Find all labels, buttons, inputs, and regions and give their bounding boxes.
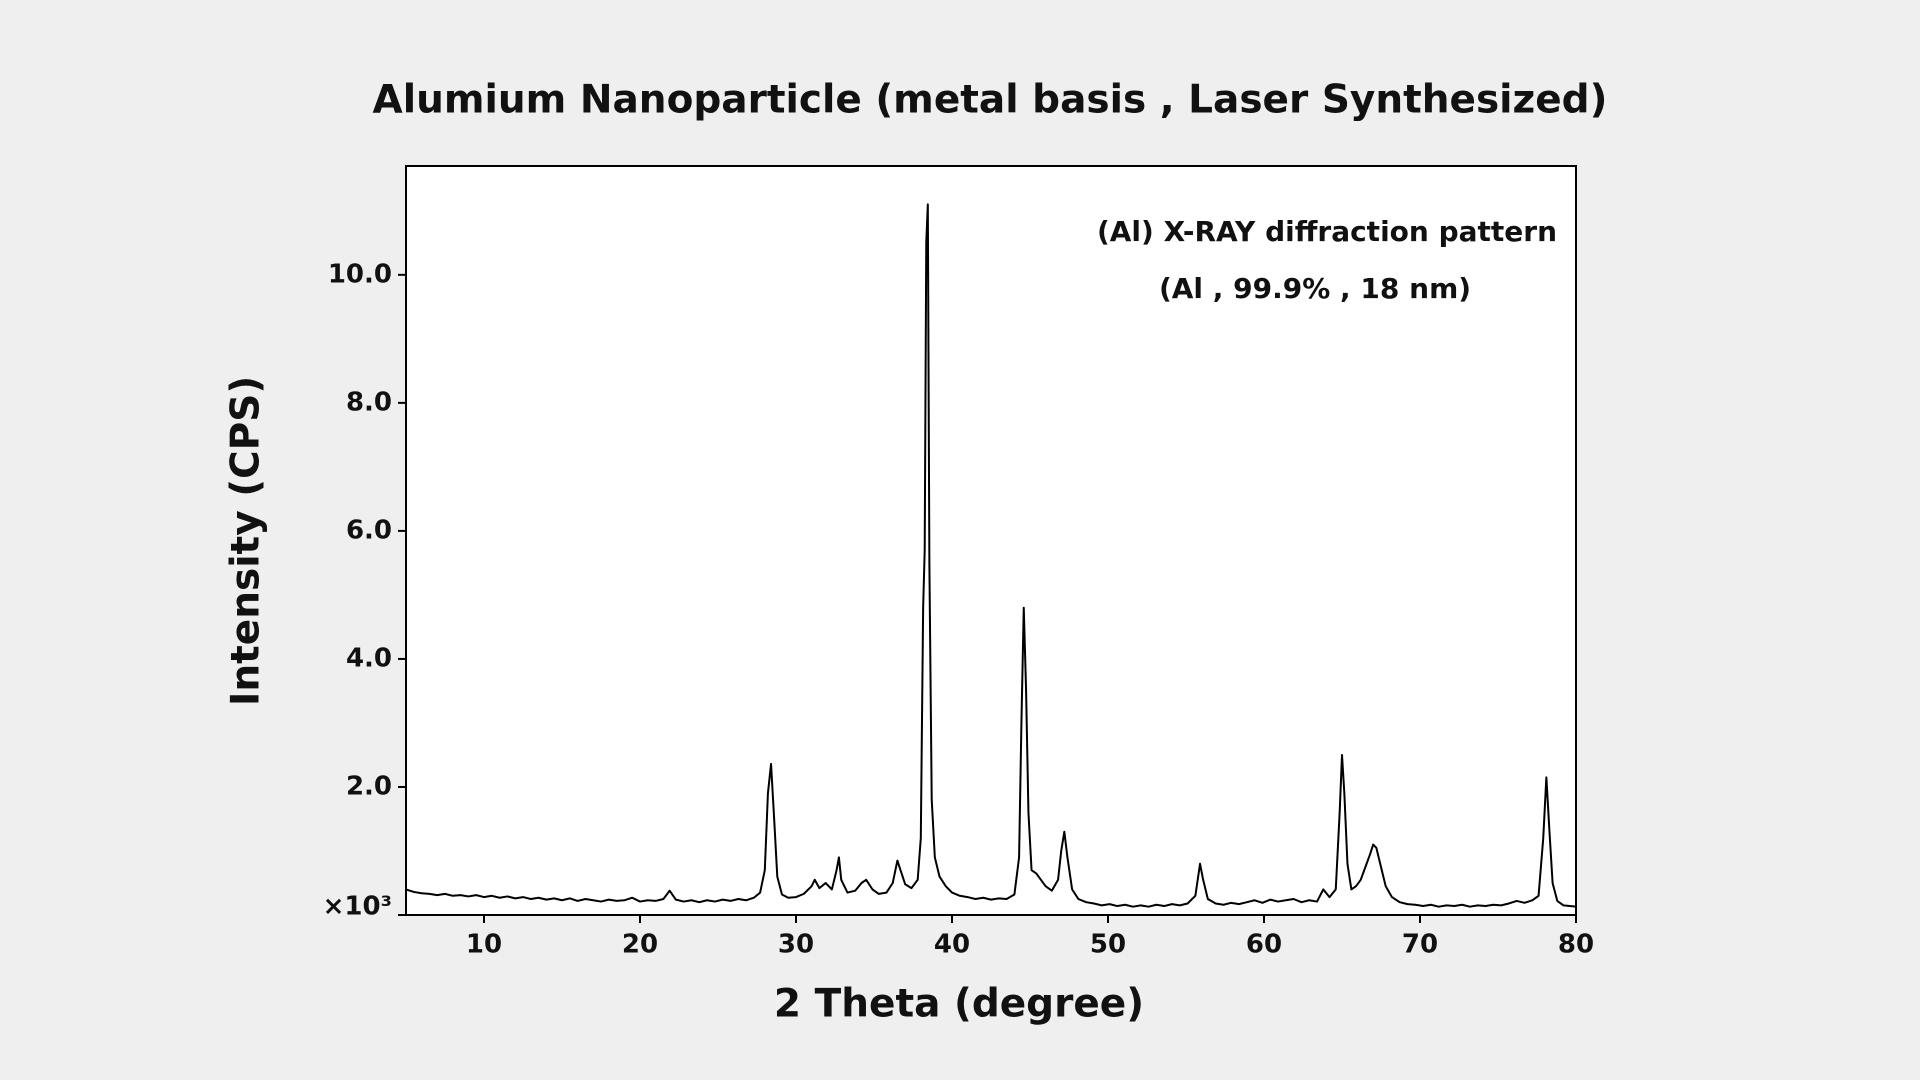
x-tick-label: 20: [622, 930, 658, 960]
annotation: (Al , 99.9% , 18 nm): [1159, 272, 1471, 305]
y-tick-label: 2.0: [346, 771, 392, 801]
chart-title: Alumium Nanoparticle (metal basis , Lase…: [373, 78, 1608, 123]
y-tick-label: ×10³: [323, 892, 392, 922]
x-tick-label: 80: [1558, 930, 1594, 960]
y-tick-label: 6.0: [346, 515, 392, 545]
y-tick-label: 8.0: [346, 387, 392, 417]
data-line: [405, 203, 1577, 908]
x-tick-label: 70: [1402, 930, 1438, 960]
x-axis-label: 2 Theta (degree): [774, 982, 1144, 1027]
y-tick-label: 4.0: [346, 643, 392, 673]
x-tick-label: 40: [934, 930, 970, 960]
x-tick-label: 30: [778, 930, 814, 960]
x-tick-label: 10: [466, 930, 502, 960]
y-tick-label: 10.0: [328, 259, 392, 289]
x-tick-label: 60: [1246, 930, 1282, 960]
annotation: (Al) X-RAY diffraction pattern: [1097, 215, 1557, 248]
y-axis-label: Intensity (CPS): [224, 376, 269, 706]
plot-area: [405, 165, 1577, 916]
x-tick-label: 50: [1090, 930, 1126, 960]
